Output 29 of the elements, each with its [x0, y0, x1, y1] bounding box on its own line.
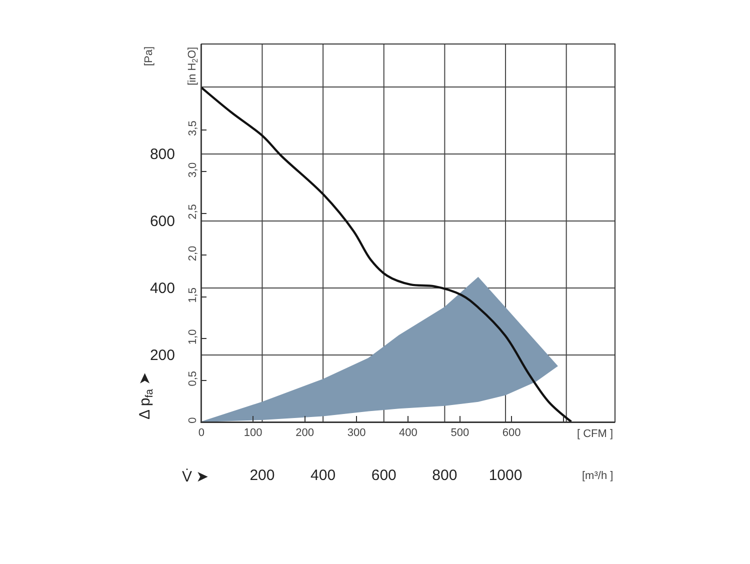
x-tick-label: 200: [250, 467, 275, 484]
y2-tick-label: 1,5: [187, 288, 199, 303]
x2-tick-label: 400: [399, 427, 418, 440]
y2-tick-label: 0,5: [187, 370, 199, 386]
x2-tick-label: 600: [502, 427, 521, 440]
x2-axis-title: [ CFM ]: [577, 428, 614, 440]
x2-tick-label: 0: [198, 427, 204, 440]
x-tick-label: 1000: [488, 467, 522, 484]
y2-tick-label: 3,0: [187, 162, 199, 178]
x-tick-label: 400: [310, 467, 336, 484]
x-tick-label: 800: [432, 467, 458, 484]
y-tick-label: 600: [150, 213, 175, 230]
x-tick-label: 600: [371, 467, 396, 484]
y2-tick-label: 3,5: [187, 120, 199, 136]
x2-tick-label: 500: [450, 427, 470, 440]
y-tick-label: 400: [150, 280, 175, 298]
y-axis-title: [Pa]: [143, 46, 155, 66]
y2-tick-label: 1,0: [187, 329, 199, 345]
y-tick-label: 200: [150, 347, 175, 364]
y2-tick-label: 0: [187, 417, 199, 424]
y2-tick-label: 2,5: [187, 204, 199, 220]
x-axis-title: [m³/h ]: [582, 470, 614, 482]
x2-tick-label: 200: [296, 427, 314, 440]
y-tick-label: 800: [150, 146, 175, 164]
x2-tick-label: 300: [347, 427, 366, 440]
y2-tick-label: 2,0: [187, 246, 199, 262]
line-series: [201, 86, 572, 422]
x2-tick-label: 100: [244, 427, 262, 440]
text: V̇ ➤: [182, 468, 210, 486]
